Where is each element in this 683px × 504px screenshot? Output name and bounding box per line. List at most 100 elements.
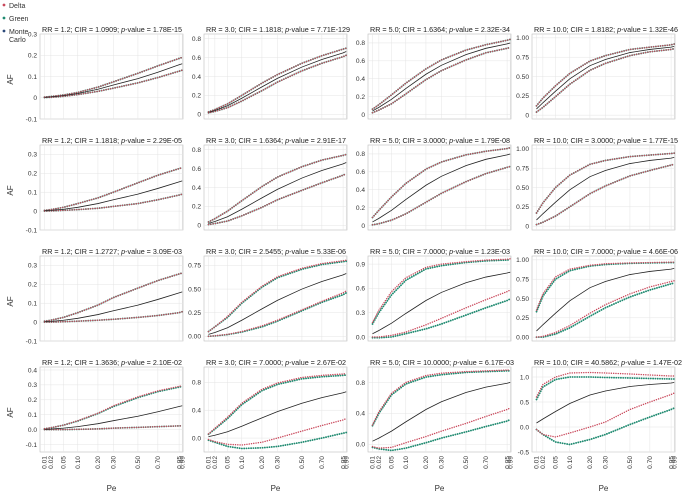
delta-upper-line bbox=[43, 384, 183, 430]
delta-lower-line bbox=[43, 69, 183, 99]
delta-upper-line bbox=[43, 272, 183, 322]
y-tick-label: 0.50 bbox=[516, 74, 529, 81]
y-tick-label: 0.4 bbox=[356, 187, 365, 194]
x-tick-label: 0.02 bbox=[540, 456, 547, 469]
y-tick-label: 0.3 bbox=[28, 31, 37, 38]
legend-marker-0 bbox=[2, 3, 6, 7]
y-tick-label: 0.75 bbox=[516, 54, 529, 61]
delta-lower-line bbox=[207, 417, 347, 446]
y-tick-label: 1.00 bbox=[516, 146, 529, 153]
y-tick-label: 0.6 bbox=[356, 58, 365, 65]
y-tick-label: 0.75 bbox=[516, 276, 529, 283]
y-tick-label: 0 bbox=[33, 208, 37, 215]
point-estimate-line bbox=[536, 45, 675, 110]
y-axis-title: AF bbox=[6, 185, 15, 195]
delta-lower-line bbox=[371, 289, 511, 338]
y-tick-label: 0 bbox=[361, 223, 365, 230]
y-tick-label: 0.6 bbox=[356, 169, 365, 176]
panel-title: RR = 3.0; CIR = 1.6364; p-value = 2.91E-… bbox=[206, 136, 346, 145]
delta-lower-line bbox=[535, 392, 675, 438]
x-tick-label: 0.01 bbox=[534, 456, 541, 469]
x-tick-label: 0.20 bbox=[423, 456, 430, 469]
x-tick-label: 0.95 bbox=[504, 456, 511, 469]
y-tick-label: 0.25 bbox=[516, 204, 529, 211]
y-tick-label: 0.2 bbox=[192, 93, 201, 100]
panel-title: RR = 5.0; CIR = 3.0000; p-value = 1.79E-… bbox=[370, 136, 510, 145]
panel-title: RR = 3.0; CIR = 1.1818; p-value = 7.71E-… bbox=[206, 25, 350, 34]
green-upper-line bbox=[207, 374, 348, 436]
x-tick-label: 0.20 bbox=[259, 456, 266, 469]
y-tick-label: 0.8 bbox=[356, 40, 365, 47]
x-tick-label: 0.50 bbox=[463, 456, 470, 469]
y-tick-label: 0.5 bbox=[520, 399, 529, 406]
x-tick-label: 0.10 bbox=[75, 456, 82, 469]
y-tick-label: 0.2 bbox=[28, 397, 37, 404]
x-tick-label: 0.20 bbox=[587, 456, 594, 469]
x-tick-label: 0.05 bbox=[553, 456, 560, 469]
x-tick-label: 0.50 bbox=[299, 456, 306, 469]
x-tick-label: 0.05 bbox=[225, 456, 232, 469]
y-tick-label: 0.8 bbox=[356, 380, 365, 387]
panel-frame bbox=[39, 144, 184, 231]
panel-3: 0 0.25 0.50 0.75 1.00 RR = 10.0; CIR = 1.8182… bbox=[516, 25, 678, 119]
y-tick-label: 0 bbox=[525, 223, 529, 230]
point-estimate-line bbox=[44, 405, 183, 430]
x-tick-label: 0.95 bbox=[340, 456, 347, 469]
panel-title: RR = 1.2; CIR = 1.2727; p-value = 3.09E-… bbox=[42, 247, 182, 256]
y-tick-label: 0.3 bbox=[28, 263, 37, 270]
x-tick-label: 0.70 bbox=[483, 456, 490, 469]
x-tick-label: 0.70 bbox=[319, 456, 326, 469]
x-tick-label: 0.02 bbox=[376, 456, 383, 469]
y-tick-label: 0.0 bbox=[356, 334, 365, 341]
delta-upper-line bbox=[371, 146, 511, 219]
y-tick-label: 0.8 bbox=[192, 36, 201, 43]
x-tick-label: 0.99 bbox=[179, 456, 186, 469]
panel-8: -0.1 0 0.1 0.2 0.3 RR = 1.2; CIR = 1.2727; p-… bbox=[6, 247, 184, 345]
x-tick-label: 0.01 bbox=[42, 456, 49, 469]
y-tick-label: -0.1 bbox=[26, 338, 38, 345]
green-upper-line bbox=[535, 376, 676, 401]
panel-title: RR = 10.0; CIR = 40.5862; p-value = 1.47… bbox=[534, 358, 682, 367]
y-tick-label: 0.2 bbox=[356, 94, 365, 101]
green-upper-line bbox=[371, 369, 512, 427]
panel-title: RR = 10.0; CIR = 3.0000; p-value = 1.77E… bbox=[534, 136, 678, 145]
y-tick-label: 0.0 bbox=[356, 442, 365, 449]
y-tick-label: 0 bbox=[525, 112, 529, 119]
delta-lower-line bbox=[371, 165, 511, 226]
delta-upper-line bbox=[535, 371, 675, 398]
panel-12: -0.1 0.0 0.1 0.2 0.3 0.4 RR = 1.2; CIR = 1.363… bbox=[6, 358, 186, 493]
x-tick-label: 0.02 bbox=[48, 456, 55, 469]
x-tick-label: 0.30 bbox=[603, 456, 610, 469]
point-estimate-line bbox=[372, 42, 511, 112]
x-tick-label: 0.99 bbox=[671, 456, 678, 469]
panel-14: 0.0 0.4 0.8 RR = 5.0; CIR = 10.0000; p-valu… bbox=[356, 358, 515, 493]
delta-lower-line bbox=[535, 47, 675, 113]
panel-5: 0 0.2 0.4 0.6 0.8 RR = 3.0; CIR = 1.6364; p-v… bbox=[192, 136, 348, 231]
delta-lower-line bbox=[371, 46, 511, 114]
x-axis-title: Pe bbox=[435, 484, 445, 493]
delta-upper-line bbox=[535, 152, 675, 214]
delta-lower-line bbox=[207, 290, 347, 337]
y-tick-label: 1.00 bbox=[516, 257, 529, 264]
y-tick-label: 0.9 bbox=[356, 261, 365, 268]
y-tick-label: 0.00 bbox=[188, 334, 201, 341]
y-tick-label: 0.0 bbox=[520, 424, 529, 431]
x-tick-label: 0.05 bbox=[61, 456, 68, 469]
x-tick-label: 0.05 bbox=[389, 456, 396, 469]
panel-title: RR = 5.0; CIR = 10.0000; p-value = 6.17E… bbox=[370, 358, 514, 367]
delta-lower-line bbox=[535, 163, 675, 226]
point-estimate-line bbox=[372, 271, 511, 335]
x-tick-label: 0.70 bbox=[155, 456, 162, 469]
point-estimate-line bbox=[44, 63, 183, 98]
panel-0: -0.1 0 0.1 0.2 0.3 RR = 1.2; CIR = 1.0909; p-… bbox=[6, 25, 184, 123]
x-tick-label: 0.95 bbox=[176, 456, 183, 469]
panel-6: 0 0.2 0.4 0.6 0.8 RR = 5.0; CIR = 3.0000; p-v… bbox=[356, 136, 512, 231]
panel-title: RR = 5.0; CIR = 7.0000; p-value = 1.23E-… bbox=[370, 247, 510, 256]
y-tick-label: 0.8 bbox=[356, 151, 365, 158]
delta-upper-line bbox=[371, 38, 511, 110]
x-tick-label: 0.99 bbox=[507, 456, 514, 469]
point-estimate-line bbox=[536, 156, 675, 221]
y-tick-label: 0.4 bbox=[192, 185, 201, 192]
y-axis-title: AF bbox=[6, 296, 15, 306]
y-tick-label: 0 bbox=[197, 223, 201, 230]
